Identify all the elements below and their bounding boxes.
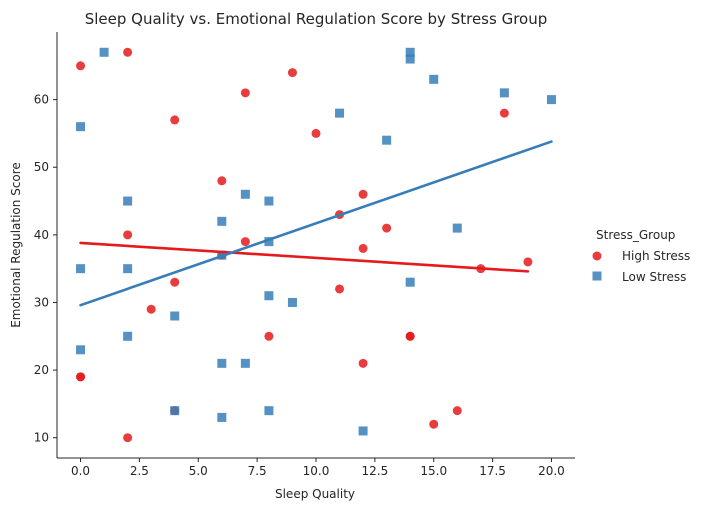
data-point-low-stress (335, 108, 345, 118)
data-point-high-stress (429, 419, 439, 429)
data-point-high-stress (123, 433, 133, 443)
data-point-low-stress (264, 291, 274, 301)
data-point-high-stress (170, 115, 180, 125)
data-point-high-stress (382, 223, 392, 233)
chart-title: Sleep Quality vs. Emotional Regulation S… (85, 10, 548, 28)
y-tick-label: 60 (34, 93, 49, 107)
data-point-low-stress (382, 135, 392, 145)
data-point-high-stress (523, 257, 533, 267)
x-tick-label: 17.5 (479, 464, 506, 478)
x-tick-label: 0.0 (71, 464, 90, 478)
y-ticks: 10 20 30 40 50 60 (34, 93, 57, 445)
data-point-high-stress (452, 406, 462, 416)
y-tick-label: 40 (34, 228, 49, 242)
data-point-low-stress (405, 47, 415, 57)
data-point-high-stress (311, 128, 321, 138)
series-high-stress (76, 47, 533, 443)
data-point-high-stress (287, 68, 297, 78)
data-point-high-stress (146, 304, 156, 314)
data-point-high-stress (123, 47, 133, 57)
data-point-high-stress (358, 189, 368, 199)
data-point-low-stress (217, 358, 227, 368)
y-tick-label: 20 (34, 363, 49, 377)
data-point-low-stress (217, 216, 227, 226)
data-point-high-stress (217, 176, 227, 186)
x-tick-label: 5.0 (189, 464, 208, 478)
plot-area (76, 47, 556, 443)
regression-line-low-stress (79, 140, 553, 307)
data-point-low-stress (76, 122, 86, 132)
data-point-low-stress (76, 345, 86, 355)
data-point-low-stress (123, 264, 133, 274)
data-point-high-stress (499, 108, 509, 118)
data-point-low-stress (240, 358, 250, 368)
data-point-low-stress (499, 88, 509, 98)
data-point-high-stress (76, 61, 86, 71)
x-ticks: 0.0 2.5 5.0 7.5 10.0 12.5 15.0 17.5 20.0 (71, 458, 565, 478)
data-point-low-stress (170, 311, 180, 321)
data-point-low-stress (240, 189, 250, 199)
data-point-high-stress (170, 277, 180, 287)
data-point-low-stress (217, 412, 227, 422)
regression-line-high-stress (79, 241, 530, 273)
x-tick-label: 7.5 (248, 464, 267, 478)
legend-marker-low-stress (592, 271, 602, 281)
data-point-high-stress (405, 331, 415, 341)
data-point-low-stress (546, 95, 556, 105)
data-point-low-stress (264, 406, 274, 416)
data-point-low-stress (405, 54, 415, 64)
data-point-low-stress (76, 264, 86, 274)
data-point-low-stress (99, 47, 109, 57)
data-point-high-stress (358, 358, 368, 368)
data-point-low-stress (358, 426, 368, 436)
y-tick-label: 50 (34, 160, 49, 174)
legend-label-high-stress: High Stress (622, 249, 690, 263)
data-point-low-stress (429, 74, 439, 84)
x-tick-label: 10.0 (303, 464, 330, 478)
legend-label-low-stress: Low Stress (622, 270, 686, 284)
data-point-low-stress (264, 237, 274, 247)
data-point-low-stress (170, 406, 180, 416)
data-point-low-stress (287, 297, 297, 307)
x-tick-label: 12.5 (362, 464, 389, 478)
data-point-high-stress (335, 284, 345, 294)
data-point-high-stress (358, 243, 368, 253)
data-point-low-stress (264, 196, 274, 206)
legend-title: Stress_Group (596, 228, 675, 242)
data-point-high-stress (240, 88, 250, 98)
y-tick-label: 30 (34, 295, 49, 309)
data-point-high-stress (264, 331, 274, 341)
data-point-high-stress (76, 372, 86, 382)
data-point-low-stress (405, 277, 415, 287)
x-axis-label: Sleep Quality (275, 487, 355, 501)
data-point-low-stress (452, 223, 462, 233)
y-axis-label: Emotional Regulation Score (9, 162, 23, 328)
series-low-stress (76, 47, 556, 436)
legend: Stress_Group High Stress Low Stress (592, 228, 690, 284)
data-point-high-stress (123, 230, 133, 240)
legend-marker-high-stress (592, 251, 602, 261)
x-tick-label: 15.0 (420, 464, 447, 478)
data-point-high-stress (240, 237, 250, 247)
x-tick-label: 2.5 (130, 464, 149, 478)
y-tick-label: 10 (34, 431, 49, 445)
data-point-low-stress (123, 331, 133, 341)
x-tick-label: 20.0 (538, 464, 565, 478)
data-point-low-stress (123, 196, 133, 206)
